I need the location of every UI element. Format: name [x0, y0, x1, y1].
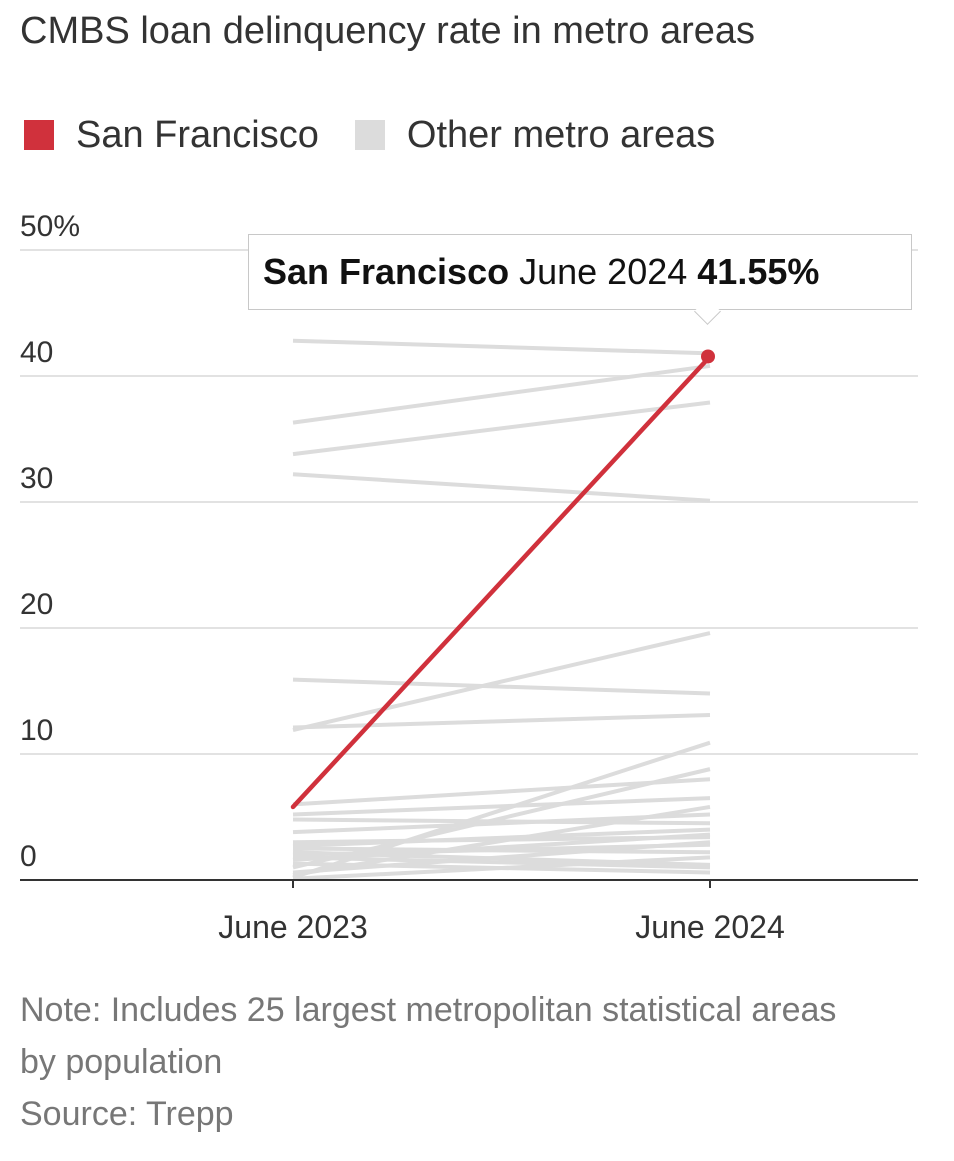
chart-title: CMBS loan delinquency rate in metro area… — [20, 10, 756, 52]
x-tick-label: June 2023 — [218, 909, 367, 945]
other-metro-line — [292, 631, 711, 733]
y-tick-label-50: 50% — [20, 210, 80, 243]
other-metro-line — [292, 796, 711, 817]
other-metro-line — [292, 363, 711, 425]
other-metro-line — [292, 712, 711, 730]
x-tick-label: June 2024 — [635, 909, 784, 945]
other-metro-line — [292, 400, 711, 457]
tooltip-value: 41.55% — [697, 251, 820, 292]
gridlines — [20, 249, 918, 755]
other-metro-line — [292, 338, 711, 356]
y-tick-label-30: 30 — [20, 462, 53, 495]
y-tick-label-20: 20 — [20, 588, 53, 621]
san-francisco-line — [290, 354, 713, 810]
y-axis-ticks: 0 10 20 30 40 50% — [20, 210, 80, 873]
chart-area: 0 10 20 30 40 50% June 2023 June 2024 — [20, 210, 918, 945]
y-tick-label-40: 40 — [20, 336, 53, 369]
other-metro-line — [292, 767, 711, 870]
legend: San Francisco Other metro areas — [24, 110, 751, 160]
x-axis: June 2023 June 2024 — [20, 879, 918, 945]
other-metro-line — [292, 855, 711, 870]
other-metro-line — [292, 804, 711, 877]
legend-swatch-other-metro — [354, 120, 385, 150]
y-tick-label-0: 0 — [20, 840, 37, 873]
other-metro-lines — [292, 338, 711, 881]
other-metro-line — [292, 827, 711, 848]
other-metro-line — [292, 840, 711, 875]
san-francisco-series — [290, 349, 715, 810]
tooltip-period: June 2024 — [519, 251, 688, 292]
tooltip-series: San Francisco — [263, 251, 510, 292]
legend-swatch-san-francisco — [24, 120, 54, 150]
legend-label-other-metro: Other metro areas — [406, 113, 716, 156]
legend-label-san-francisco: San Francisco — [76, 113, 319, 156]
source-text: Source: Trepp — [20, 1095, 234, 1133]
other-metro-line — [292, 855, 711, 881]
other-metro-line — [292, 677, 711, 696]
y-tick-label-10: 10 — [20, 714, 53, 747]
other-metro-line — [292, 472, 711, 503]
san-francisco-point — [701, 349, 715, 364]
data-tooltip: San Francisco June 2024 41.55% — [248, 234, 912, 310]
legend-item-other-metro: Other metro areas — [354, 113, 716, 157]
chart-notes: Note: Includes 25 largest metropolitan s… — [20, 984, 920, 1140]
other-metro-line — [292, 777, 711, 807]
legend-item-san-francisco: San Francisco — [24, 114, 319, 157]
other-metro-line — [292, 740, 711, 880]
note-text: Note: Includes 25 largest metropolitan s… — [20, 991, 837, 1081]
